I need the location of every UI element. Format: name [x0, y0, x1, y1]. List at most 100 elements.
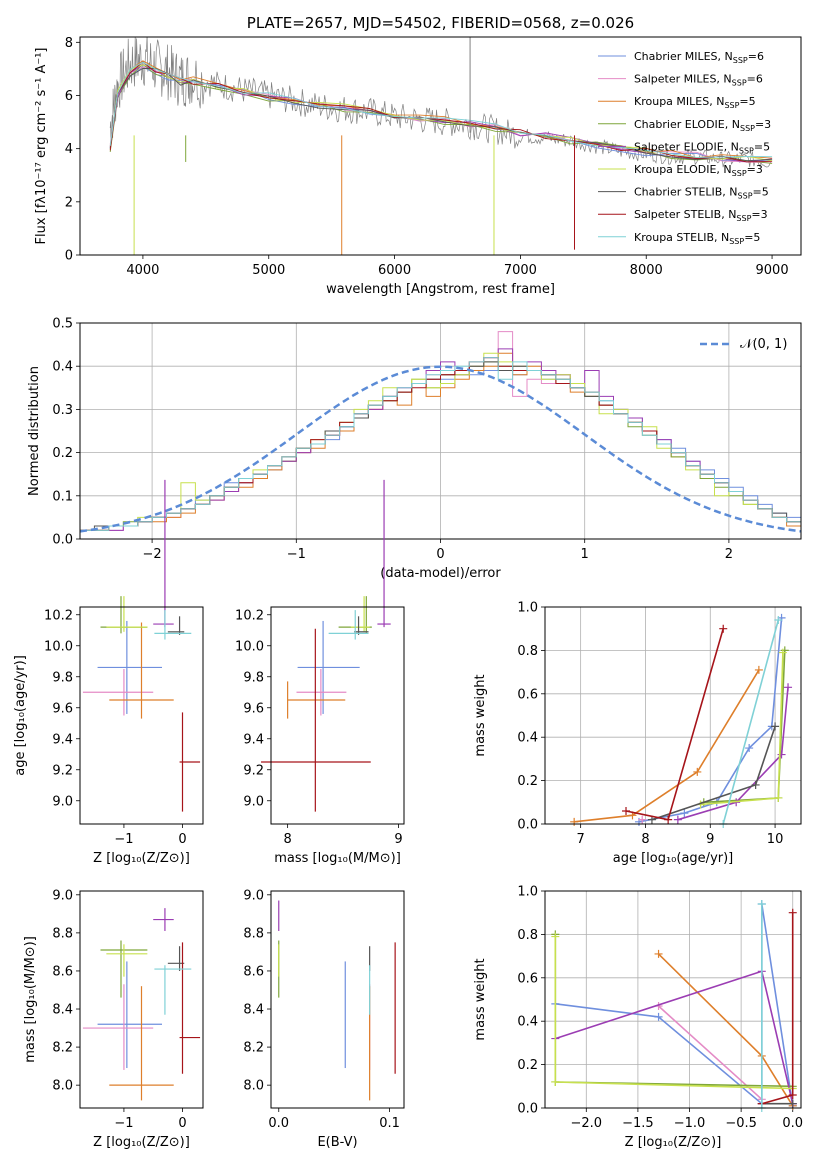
x-axis-label: Z [log₁₀(Z/Z⊙)] [93, 851, 190, 866]
y-tick-label: 8.2 [52, 1041, 73, 1056]
legend-label-normal: 𝒩(0, 1) [740, 337, 787, 352]
y-axis-label: age [log₁₀(age/yr)] [13, 655, 28, 776]
y-tick-label: 0.2 [517, 774, 538, 789]
weight-line [722, 619, 780, 825]
y-tick-label: 9.2 [52, 763, 73, 778]
errorbar-9 [154, 610, 192, 640]
panel-2: −2 −1 0 1 2 0.0 0.1 0.2 0.3 0.4 0.5 (data-model)/er… [27, 317, 802, 581]
y-tick-label: 0.4 [517, 731, 538, 746]
errorbar-6 [350, 596, 370, 632]
weight-series-2 [638, 815, 647, 824]
y-tick-label: 6 [65, 89, 73, 104]
x-tick-label: −1 [114, 832, 133, 847]
panel-7: 0.0 0.1 8.0 8.2 8.4 8.6 8.8 9.0 E(B-V) [243, 888, 405, 1150]
y-tick-label: 9.0 [52, 888, 73, 903]
legend-label-6: Kroupa ELODIE, NSSP=3 [634, 163, 763, 178]
legend-label-1: Chabrier MILES, NSSP=6 [634, 50, 764, 65]
errorbar-9 [154, 965, 192, 1015]
y-tick-label: 0 [65, 249, 73, 264]
y-tick-label: 0.4 [52, 360, 73, 375]
y-tick-label: 10.0 [44, 639, 73, 654]
errorbar-5 [377, 479, 391, 628]
x-tick-label: 5000 [252, 263, 285, 278]
y-tick-label: 9.6 [243, 701, 264, 716]
y-tick-label: 8.2 [243, 1041, 264, 1056]
axes-frame [79, 322, 802, 540]
y-tick-label: 0.2 [517, 1058, 538, 1073]
y-tick-label: 0.6 [517, 687, 538, 702]
x-tick-label: 7000 [504, 263, 537, 278]
errorbar-6 [106, 596, 148, 632]
legend-label-8: Salpeter STELIB, NSSP=3 [634, 208, 768, 223]
errorbar-2 [296, 669, 347, 716]
errorbar-1 [297, 620, 360, 714]
x-tick-label: 6000 [378, 263, 411, 278]
x-tick-label: 9 [706, 832, 714, 847]
legend-label-5: Salpeter ELODIE, NSSP=5 [634, 140, 770, 155]
y-tick-label: 1.0 [517, 601, 538, 616]
x-tick-label: 9 [394, 832, 402, 847]
y-tick-label: 0.0 [517, 1102, 538, 1117]
x-tick-label: 0 [178, 832, 186, 847]
y-tick-label: 0.8 [517, 644, 538, 659]
weight-line [625, 628, 724, 821]
y-tick-label: 0.1 [52, 489, 73, 504]
x-tick-label: −1 [114, 1116, 133, 1131]
x-tick-label: 9000 [756, 263, 789, 278]
x-tick-label: 0 [178, 1116, 186, 1131]
y-tick-label: 9.8 [243, 670, 264, 685]
weight-series-2 [654, 1002, 766, 1108]
weight-series-6 [551, 932, 797, 1093]
y-tick-label: 0.4 [517, 1015, 538, 1030]
panel-1: 4000 5000 6000 7000 8000 9000 0 2 4 6 8 wavelength … [34, 14, 802, 297]
legend-label-9: Kroupa STELIB, NSSP=5 [634, 231, 760, 246]
panel-8: −2.0 −1.5 −1.0 −0.5 0.0 0.0 0.2 0.4 0.6 0.8 1.0 Z [… [473, 885, 803, 1151]
x-tick-label: 8 [641, 832, 649, 847]
y-tick-label: 10.2 [44, 608, 73, 623]
weight-marker [638, 815, 647, 824]
weight-series-4 [551, 930, 797, 1091]
y-axis-label: Normed distribution [27, 366, 42, 496]
y-tick-label: 8 [65, 36, 73, 51]
axes-frame [79, 890, 204, 1109]
y-tick-label: 0.0 [517, 818, 538, 833]
axes-frame [79, 36, 802, 256]
x-axis-label: (data-model)/error [380, 566, 501, 581]
x-tick-label: −0.5 [725, 1116, 757, 1131]
errorbar-2 [82, 669, 154, 716]
errorbar-2 [82, 984, 154, 1070]
y-axis-label: mass weight [473, 674, 488, 756]
errorbar-5 [153, 479, 174, 628]
chart-title: PLATE=2657, MJD=54502, FIBERID=0568, z=0… [247, 14, 634, 32]
x-tick-label: 0.0 [782, 1116, 803, 1131]
weight-line [554, 934, 793, 1088]
errorbar-9 [328, 610, 369, 640]
weight-series-9 [757, 900, 766, 1112]
legend-label-3: Kroupa MILES, NSSP=5 [634, 95, 756, 110]
legend-label-2: Salpeter MILES, NSSP=6 [634, 73, 763, 88]
x-axis-label: age [log₁₀(age/yr)] [613, 851, 734, 866]
weight-line [761, 912, 794, 1105]
x-axis-label: E(B-V) [317, 1135, 357, 1150]
x-tick-label: 10 [767, 832, 784, 847]
legend-label-7: Chabrier STELIB, NSSP=5 [634, 186, 769, 201]
errorbar-8 [261, 628, 371, 812]
y-tick-label: 9.0 [243, 794, 264, 809]
x-tick-label: −1.5 [622, 1116, 654, 1131]
x-tick-label: 0 [436, 547, 444, 562]
weight-marker [719, 624, 728, 633]
y-tick-label: 1.0 [517, 885, 538, 900]
y-axis-label: mass [log₁₀(M/M⊙)] [23, 936, 38, 1063]
spectrum-lines [109, 37, 773, 255]
y-tick-label: 0.0 [52, 533, 73, 548]
weight-series-8 [622, 624, 728, 824]
axes-frame [544, 890, 802, 1109]
errorbar-8 [179, 942, 201, 1074]
weight-line [574, 669, 760, 823]
y-tick-label: 8.0 [243, 1079, 264, 1094]
y-tick-label: 8.6 [243, 964, 264, 979]
y-axis-label: Flux [fλ10⁻¹⁷ erg cm⁻² s⁻¹ A⁻¹] [34, 48, 49, 245]
y-tick-label: 8.4 [243, 1003, 264, 1018]
errorbar-7 [354, 616, 369, 635]
